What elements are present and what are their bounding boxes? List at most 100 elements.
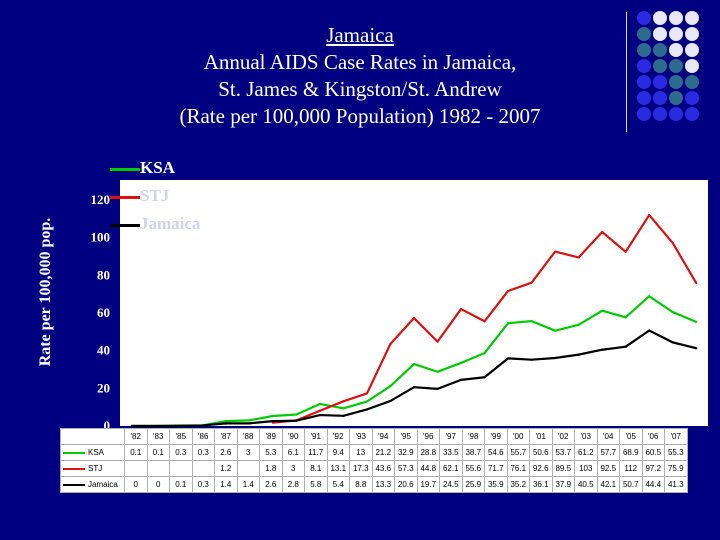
x-tick-label: '01 (529, 428, 553, 445)
data-label: 55.6 (461, 460, 485, 477)
data-label: 50.7 (619, 476, 643, 493)
data-label: 25.9 (461, 476, 485, 493)
data-point-ksa (318, 402, 322, 406)
data-label: 89.5 (551, 460, 575, 477)
data-point-stj (624, 250, 627, 253)
data-point-jamaica (530, 358, 533, 361)
data-label: 54.6 (484, 444, 508, 461)
data-point-stj (318, 409, 322, 412)
decorative-dot (685, 11, 699, 25)
data-label: 35.2 (506, 476, 530, 493)
data-point-ksa (271, 414, 274, 418)
x-tick-label: '93 (349, 428, 373, 445)
data-point-jamaica (130, 424, 133, 428)
data-label: 103 (574, 460, 598, 477)
data-point-jamaica (177, 424, 180, 427)
data-label: 92.6 (529, 460, 553, 477)
decorative-dot (637, 59, 651, 73)
data-point-ksa (577, 323, 580, 326)
data-point-ksa (365, 400, 369, 403)
title-line-1: Jamaica (326, 23, 394, 47)
table-row-label: KSA (60, 444, 125, 461)
x-tick-label: '87 (214, 428, 238, 445)
x-tick-label: '83 (146, 428, 170, 445)
data-label: 2.8 (281, 476, 305, 493)
x-tick-label: '99 (484, 428, 508, 445)
decorative-dot (669, 43, 683, 57)
data-point-jamaica (318, 413, 322, 417)
legend-label: STJ (140, 186, 170, 205)
decorative-dot (653, 11, 667, 25)
x-tick-label: '98 (461, 428, 485, 445)
data-label (191, 460, 215, 477)
data-label: 44.4 (641, 476, 665, 493)
decorative-dot (685, 43, 699, 57)
x-tick-label: '96 (416, 428, 440, 445)
data-label: 75.9 (664, 460, 688, 477)
data-point-jamaica (624, 345, 627, 348)
decorative-dot (669, 91, 683, 105)
x-tick-label: '07 (664, 428, 688, 445)
data-point-jamaica (365, 408, 369, 411)
series-line-jamaica (131, 329, 697, 428)
data-label: 44.8 (416, 460, 440, 477)
data-label: 3 (236, 444, 260, 461)
decorative-dot (685, 91, 699, 105)
y-tick-label: 20 (97, 380, 110, 395)
decorative-dot (637, 11, 651, 25)
data-label: 2.6 (214, 444, 238, 461)
y-tick-label: 100 (91, 230, 111, 245)
data-point-jamaica (459, 378, 463, 381)
data-label: 13.3 (371, 476, 395, 493)
data-label: 41.3 (664, 476, 688, 493)
data-point-stj (577, 256, 580, 259)
table-row-label: Jamaica (60, 476, 125, 493)
x-tick-label: '82 (124, 428, 148, 445)
data-label: 62.1 (439, 460, 463, 477)
x-tick-label: '02 (551, 428, 575, 445)
decorative-dot (669, 59, 683, 73)
data-label: 13 (349, 444, 373, 461)
decorative-dot (653, 91, 667, 105)
data-label: 3 (281, 460, 305, 477)
data-label: 38.7 (461, 444, 485, 461)
data-label: 24.5 (439, 476, 463, 493)
y-tick-label: 60 (97, 305, 110, 320)
data-point-jamaica (154, 424, 157, 428)
row-swatch (63, 483, 85, 486)
title-line-2: Annual AIDS Case Rates in Jamaica, (203, 50, 517, 74)
data-label: 35.9 (484, 476, 508, 493)
x-tick-label: '00 (506, 428, 530, 445)
data-label: 33.5 (439, 444, 463, 461)
decorative-dot (669, 27, 683, 41)
decorative-dot (653, 75, 667, 89)
data-point-ksa (554, 329, 557, 332)
data-label: 5.4 (326, 476, 350, 493)
decorative-dot (685, 27, 699, 41)
data-label: 21.2 (371, 444, 395, 461)
decorative-dot (653, 107, 667, 121)
data-point-ksa (624, 316, 627, 319)
legend-swatch (110, 168, 140, 171)
data-label: 1.8 (259, 460, 283, 477)
data-point-stj (601, 230, 604, 234)
data-label: 0.3 (191, 476, 215, 493)
data-point-jamaica (342, 414, 345, 417)
data-label: 0.1 (169, 476, 193, 493)
data-point-jamaica (671, 341, 674, 344)
data-label: 42.1 (596, 476, 620, 493)
data-point-jamaica (648, 329, 651, 332)
data-label: 1.2 (214, 460, 238, 477)
data-point-stj (695, 281, 698, 285)
data-label: 32.9 (394, 444, 418, 461)
data-label: 50.6 (529, 444, 553, 461)
data-point-ksa (648, 295, 651, 298)
x-tick-label: '86 (191, 428, 215, 445)
legend-label: Jamaica (140, 214, 201, 233)
data-point-ksa (412, 362, 416, 366)
data-point-ksa (295, 413, 298, 416)
x-tick-label: '91 (304, 428, 328, 445)
data-label: 43.6 (371, 460, 395, 477)
decorative-dot (637, 107, 651, 121)
